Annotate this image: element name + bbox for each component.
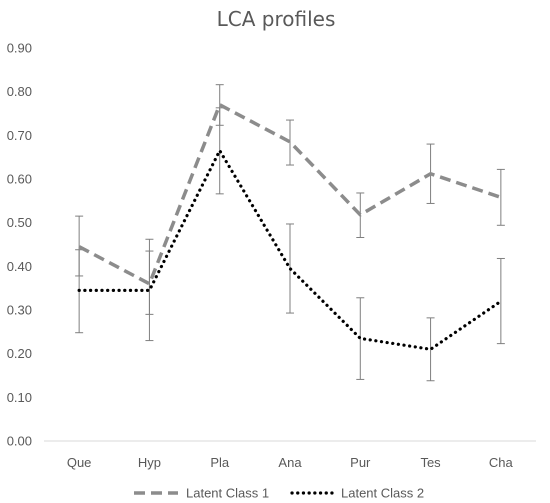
x-tick-label: Que [67, 455, 92, 470]
x-tick-label: Tes [420, 455, 441, 470]
x-tick-label: Pur [350, 455, 371, 470]
error-bar [145, 250, 154, 342]
y-tick-label: 0.50 [7, 215, 32, 230]
legend-label: Latent Class 2 [341, 486, 424, 501]
legend-entry: Latent Class 1 [134, 486, 269, 501]
x-tick-label: Hyp [138, 455, 161, 470]
y-tick-label: 0.80 [7, 84, 32, 99]
y-tick-label: 0.40 [7, 259, 32, 274]
error-bar [496, 257, 505, 345]
x-tick-label: Ana [278, 455, 302, 470]
y-axis: 0.00 0.10 0.20 0.30 0.40 0.50 0.60 0.70 0.80 0.90 [7, 41, 32, 449]
legend-label: Latent Class 1 [186, 486, 269, 501]
y-tick-label: 0.10 [7, 390, 32, 405]
legend: Latent Class 1 Latent Class 2 [134, 486, 424, 501]
chart-title: LCA profiles [217, 7, 336, 31]
series-lines [77, 103, 503, 351]
error-bars [75, 84, 505, 382]
series-line [78, 103, 502, 286]
y-tick-label: 0.70 [7, 128, 32, 143]
y-tick-label: 0.90 [7, 41, 32, 56]
error-bar [496, 168, 505, 226]
x-tick-label: Cha [489, 455, 514, 470]
series-line [77, 149, 503, 351]
legend-entry: Latent Class 2 [290, 486, 424, 501]
error-bar [286, 119, 294, 166]
error-bar [426, 317, 435, 382]
x-axis: Que Hyp Pla Ana Pur Tes Cha [44, 440, 536, 470]
x-tick-label: Pla [210, 455, 230, 470]
y-tick-label: 0.20 [7, 346, 32, 361]
y-tick-label: 0.30 [7, 303, 32, 318]
y-tick-label: 0.60 [7, 172, 32, 187]
y-tick-label: 0.00 [7, 434, 32, 449]
